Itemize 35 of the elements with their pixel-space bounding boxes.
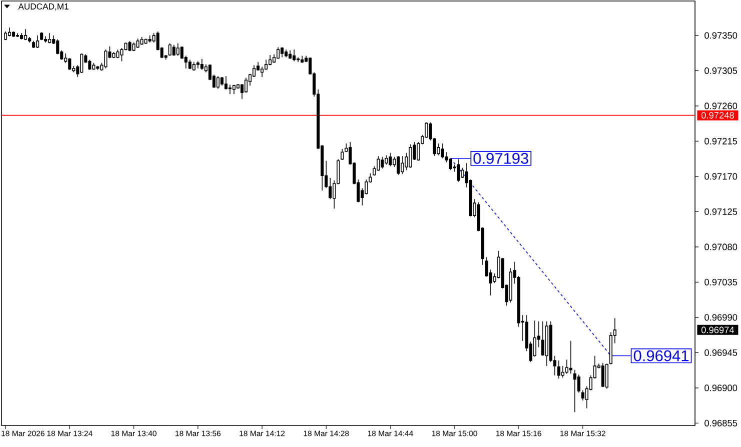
- candlestick: [36, 35, 40, 48]
- annotation: 0.96941: [634, 350, 688, 362]
- y-tick-label: 0.97215: [704, 138, 738, 144]
- y-tick-label: 0.96900: [704, 384, 738, 392]
- candlestick: [440, 143, 444, 159]
- y-tick-label: 0.97350: [704, 32, 738, 39]
- y-tick-label: 0.96855: [704, 420, 738, 426]
- y-tick-label: 0.97035: [704, 278, 738, 286]
- candlestick: [200, 58, 204, 70]
- y-tick-label: 0.97080: [704, 244, 738, 250]
- candlestick: [288, 50, 292, 60]
- annotation: 0.97193: [473, 152, 528, 164]
- candlestick: [20, 32, 24, 40]
- candlestick: [176, 42, 180, 56]
- candlestick: [456, 158, 460, 182]
- candlestick: [400, 156, 404, 174]
- ref-line-label: 0.97248: [701, 112, 734, 119]
- candlestick: [292, 49, 296, 62]
- y-tick-label: 0.97260: [704, 102, 738, 110]
- candlestick: [509, 268, 512, 303]
- candlestick: [280, 46, 284, 58]
- candlestick: [396, 156, 400, 176]
- y-tick-label: 0.97305: [704, 67, 738, 74]
- candlestick: [284, 49, 288, 58]
- candlestick: [172, 44, 176, 56]
- y-tick-label: 0.97125: [704, 208, 738, 215]
- candlestick: [264, 59, 268, 70]
- candlestick: [408, 144, 412, 168]
- candlestick: [228, 84, 232, 95]
- chart-title: AUDCAD,M1: [18, 3, 68, 11]
- candlestick: [276, 46, 280, 60]
- y-tick-label: 0.97170: [704, 173, 738, 180]
- y-tick-label: 0.96990: [704, 314, 738, 321]
- text: 0.96974: [701, 326, 734, 334]
- y-tick-label: 0.96945: [704, 349, 738, 356]
